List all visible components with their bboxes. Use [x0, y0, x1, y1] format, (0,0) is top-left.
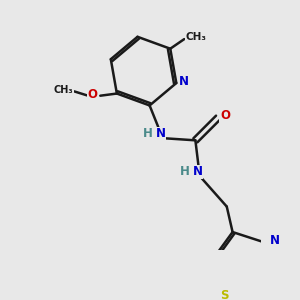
Text: N: N	[179, 75, 189, 88]
Text: N: N	[269, 234, 280, 248]
Text: O: O	[220, 109, 230, 122]
Text: H: H	[142, 127, 152, 140]
Text: S: S	[220, 289, 229, 300]
Text: CH₃: CH₃	[53, 85, 73, 95]
Text: O: O	[87, 88, 98, 101]
Text: H: H	[179, 165, 189, 178]
Text: N: N	[193, 165, 202, 178]
Text: CH₃: CH₃	[186, 32, 207, 42]
Text: N: N	[155, 127, 166, 140]
